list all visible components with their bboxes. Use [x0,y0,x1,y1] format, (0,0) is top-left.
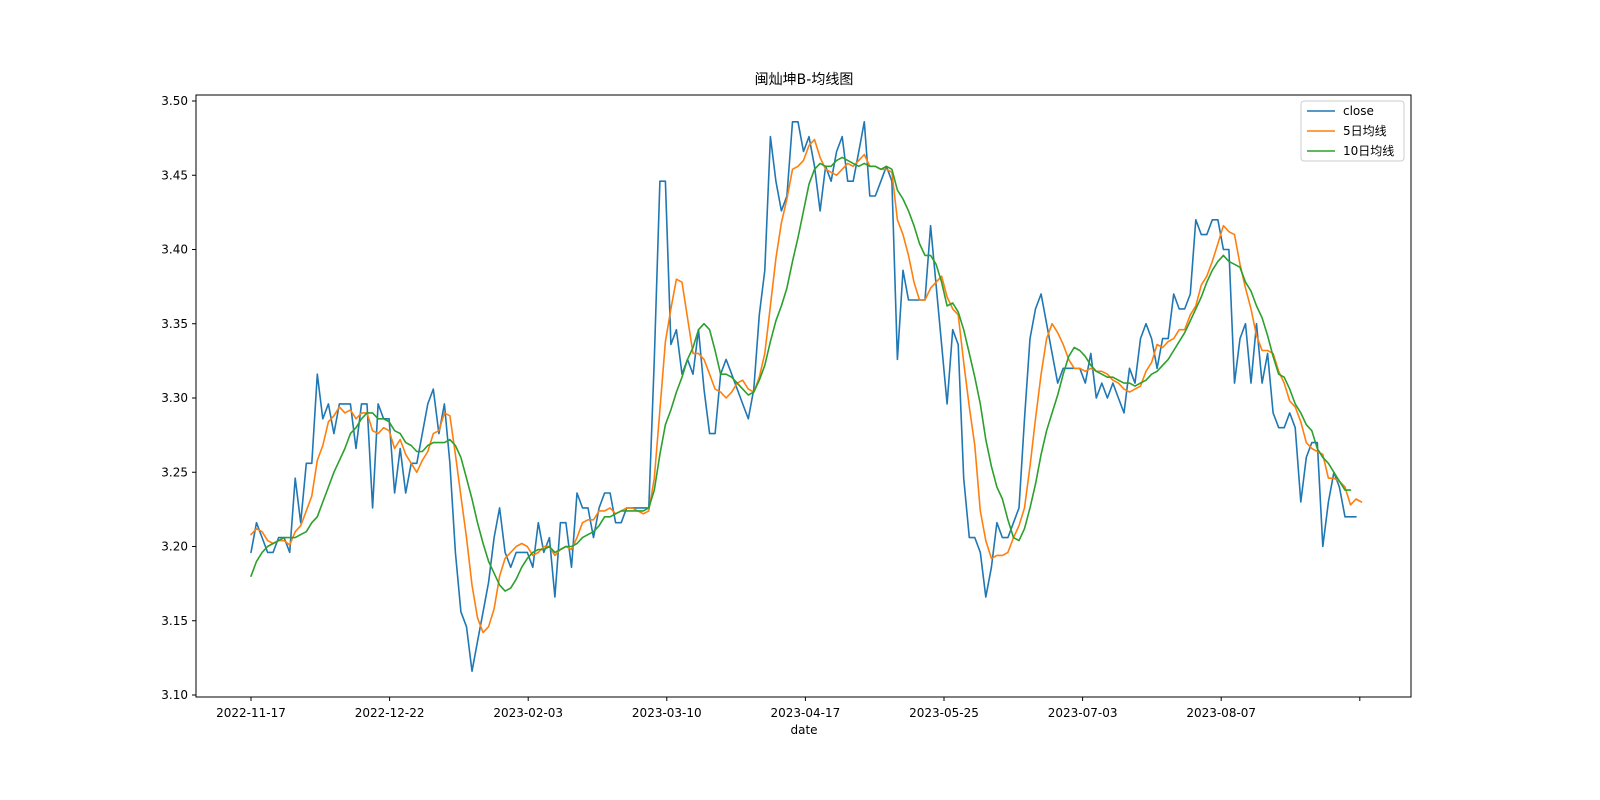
legend: close 5日均线 10日均线 [1300,100,1405,162]
plot-area [250,121,1363,673]
y-tick-label: 3.30 [161,391,188,405]
legend-label: close [1343,104,1374,118]
x-axis: 2022-11-17 2022-12-22 2023-02-03 2023-03-10… [216,697,1361,720]
x-axis-title: date [790,723,817,737]
y-tick-label: 3.40 [161,243,188,257]
y-tick-label: 3.10 [161,688,188,702]
y-tick-label: 3.35 [161,317,188,331]
y-tick-label: 3.15 [161,614,188,628]
legend-box [1300,100,1405,162]
x-tick-label: 2023-02-03 [493,706,563,720]
x-tick-label: 2022-12-22 [355,706,425,720]
x-tick-label: 2023-07-03 [1048,706,1118,720]
legend-label: 5日均线 [1343,124,1387,138]
y-tick-label: 3.20 [161,540,188,554]
legend-label: 10日均线 [1343,144,1394,158]
series-line-2 [250,156,1352,592]
y-axis: 3.10 3.15 3.20 3.25 3.30 3.35 3.40 3.45 3.50 [161,94,196,702]
x-tick-label: 2023-04-17 [771,706,841,720]
y-tick-label: 3.45 [161,168,188,182]
series-line-1 [250,138,1363,634]
x-tick-label: 2023-05-25 [909,706,979,720]
chart-title: 闽灿坤B-均线图 [755,72,854,88]
y-tick-label: 3.25 [161,465,188,479]
x-tick-label: 2023-03-10 [632,706,702,720]
y-tick-label: 3.50 [161,94,188,108]
series-line-0 [250,121,1357,673]
plot-frame [195,94,1412,698]
x-tick-label: 2022-11-17 [216,706,286,720]
x-tick-label: 2023-08-07 [1186,706,1256,720]
